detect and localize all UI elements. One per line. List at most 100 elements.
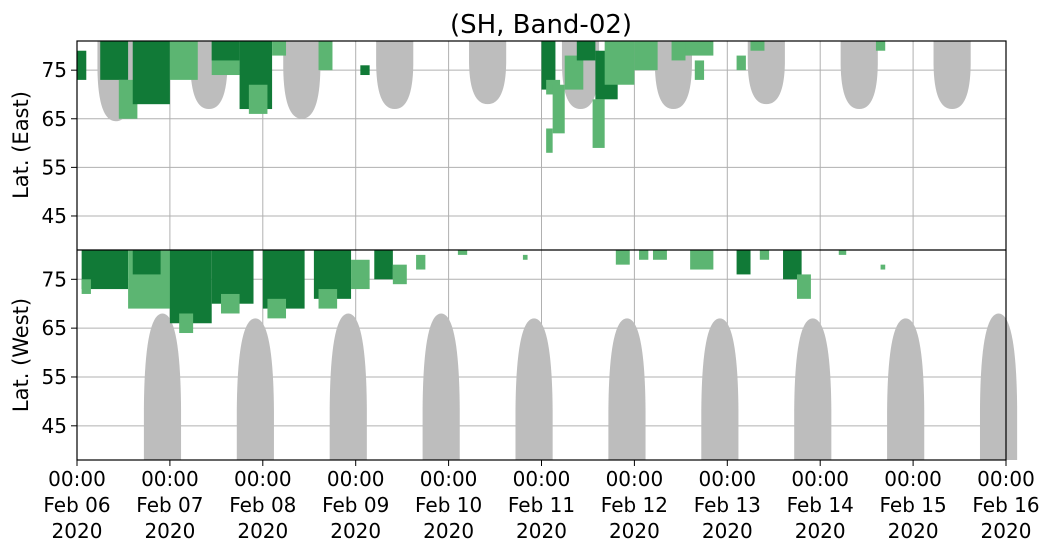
chart-title: (SH, Band-02) [450,10,632,40]
x-tick-label: 2020 [237,519,288,543]
echo-patch [750,41,765,51]
no-data-layer [97,41,1018,460]
x-tick-label: 00:00 [977,467,1035,491]
y-axis-label-west: Lat. (West) [9,298,33,412]
echo-patch [360,65,370,76]
echo-patch [604,41,635,85]
echo-patch [634,41,658,71]
echo-patch [179,313,194,334]
no-data-arc [422,313,460,460]
echo-patch [416,254,426,270]
no-data-arc [376,41,414,110]
x-tick-label: 2020 [144,519,195,543]
no-data-arc [608,318,646,460]
echo-patch [267,298,287,319]
no-data-arc [979,313,1018,460]
x-tick-label: 2020 [888,519,939,543]
echo-patch [374,250,393,280]
echo-patch [118,79,138,119]
echo-patch [546,128,553,153]
echo-patch [100,41,129,80]
x-tick-label: 2020 [423,519,474,543]
echo-patch [796,274,811,299]
x-tick-label: Feb 09 [322,493,389,517]
echo-patch [220,293,240,314]
no-data-arc [933,41,971,110]
echo-patch [522,254,528,260]
echo-patch [318,289,338,309]
x-tick-label: 2020 [702,519,753,543]
echo-patch [169,41,198,80]
x-tick-label: 2020 [330,519,381,543]
x-tick-label: 00:00 [513,467,571,491]
x-tick-label: Feb 08 [229,493,296,517]
echo-patch [351,259,370,290]
echo-patch [272,41,287,56]
no-data-arc [840,41,878,110]
x-tick-label: 2020 [52,519,103,543]
no-data-arc [794,318,832,460]
no-data-arc [283,41,321,119]
x-tick-label: Feb 16 [972,493,1039,517]
no-data-arc [515,318,553,460]
y-tick-label: 45 [42,414,67,438]
echo-patch [690,250,714,270]
x-tick-label: 2020 [516,519,567,543]
echo-patch [615,250,630,265]
x-tick-label: Feb 06 [43,493,110,517]
echo-patch [671,41,686,61]
echo-patch [552,84,565,134]
x-tick-label: Feb 11 [508,493,575,517]
y-tick-label: 55 [42,155,67,179]
no-data-arc [469,41,507,105]
x-tick-label: Feb 12 [601,493,668,517]
echo-patch [685,41,714,56]
echo-patch [880,264,886,270]
no-data-arc [236,318,274,460]
echo-patch [81,279,91,294]
x-tick-label: 00:00 [791,467,849,491]
x-tick-label: Feb 07 [136,493,203,517]
x-tick-label: 2020 [981,519,1032,543]
echo-layer [77,41,886,334]
no-data-arc [329,313,367,460]
echo-patch [132,250,161,275]
y-axis-label-east: Lat. (East) [9,91,33,199]
echo-patch [736,250,751,275]
x-tick-label: 00:00 [327,467,385,491]
echo-patch [77,50,87,80]
y-tick-label: 75 [42,267,67,291]
no-data-arc [747,41,785,105]
echo-patch [541,41,556,90]
y-tick-label: 65 [42,316,67,340]
echo-patch [759,250,770,260]
y-tick-label: 45 [42,204,67,228]
no-data-arc [143,313,182,460]
x-tick-label: 00:00 [48,467,106,491]
echo-patch [838,250,847,255]
echo-patch [652,250,667,260]
x-tick-label: Feb 10 [415,493,482,517]
x-tick-label: 00:00 [141,467,199,491]
x-tick-label: 00:00 [698,467,756,491]
echo-patch [457,250,468,255]
echo-patch [392,264,407,285]
echo-patch [736,55,746,71]
x-tick-label: Feb 15 [879,493,946,517]
echo-patch [132,41,170,105]
echo-patch [248,84,268,114]
echo-patch [875,41,886,51]
echo-patch [783,250,802,280]
y-tick-label: 65 [42,107,67,131]
echo-patch [576,41,596,61]
x-tick-label: Feb 13 [694,493,761,517]
x-tick-label: 00:00 [884,467,942,491]
x-tick-label: 00:00 [606,467,664,491]
y-tick-label: 75 [42,58,67,82]
y-tick-label: 55 [42,365,67,389]
x-tick-label: Feb 14 [787,493,854,517]
echo-patch [169,250,212,324]
x-tick-label: 00:00 [234,467,292,491]
